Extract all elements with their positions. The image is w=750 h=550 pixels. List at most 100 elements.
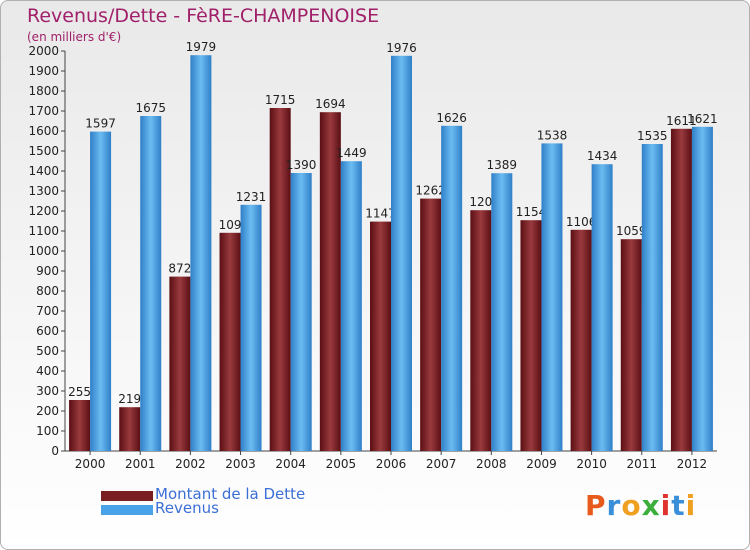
y-tick-label: 1700 — [28, 104, 59, 118]
legend-label-dette: Montant de la Dette — [155, 485, 306, 503]
y-tick-label: 700 — [36, 304, 59, 318]
legend-label-revenus: Revenus — [155, 499, 219, 517]
chart-subtitle: (en milliers d'€) — [27, 30, 122, 44]
x-tick-label: 2008 — [476, 457, 507, 471]
y-tick-label: 1900 — [28, 64, 59, 78]
data-label-dette: 1059 — [616, 224, 647, 238]
y-tick-label: 1200 — [28, 204, 59, 218]
bar-dette — [219, 232, 241, 451]
bar-revenus — [541, 143, 563, 451]
logo-letter: i — [685, 489, 697, 522]
data-label-revenus: 1390 — [286, 158, 317, 172]
data-label-dette: 1154 — [516, 205, 547, 219]
data-label-dette: 109 — [219, 218, 242, 232]
y-tick-label: 0 — [51, 444, 59, 458]
data-label-dette: 255 — [68, 385, 91, 399]
data-label-dette: 1715 — [265, 93, 296, 107]
data-label-revenus: 1535 — [637, 129, 668, 143]
y-tick-label: 2000 — [28, 44, 59, 58]
y-tick-label: 1600 — [28, 124, 59, 138]
bar-revenus — [240, 204, 262, 451]
data-label-dette: 219 — [118, 392, 141, 406]
data-label-revenus: 1979 — [186, 40, 217, 54]
y-tick-label: 1500 — [28, 144, 59, 158]
bar-revenus — [140, 116, 162, 451]
bar-dette — [570, 229, 592, 451]
x-tick-label: 2011 — [626, 457, 657, 471]
data-label-revenus: 1626 — [436, 111, 467, 125]
x-tick-label: 2002 — [175, 457, 206, 471]
x-tick-label: 2000 — [75, 457, 106, 471]
bar-dette — [319, 112, 341, 451]
data-label-revenus: 1597 — [85, 117, 116, 131]
logo-letter: t — [671, 489, 686, 522]
x-tick-label: 2001 — [125, 457, 156, 471]
logo-letter: i — [660, 489, 672, 522]
data-label-dette: 1694 — [315, 97, 346, 111]
bar-revenus — [441, 125, 463, 452]
data-label-dette: 1106 — [566, 215, 597, 229]
bar-revenus — [591, 164, 613, 451]
proxiti-logo: Proxiti — [585, 489, 696, 522]
data-label-dette: 120 — [469, 195, 492, 209]
y-tick-label: 300 — [36, 384, 59, 398]
bar-revenus — [491, 173, 513, 451]
legend-swatch-dette — [101, 491, 153, 501]
logo-letter: P — [585, 489, 607, 522]
y-tick-label: 400 — [36, 364, 59, 378]
data-label-revenus: 1675 — [135, 101, 166, 115]
y-tick-label: 1100 — [28, 224, 59, 238]
data-label-revenus: 1976 — [386, 41, 417, 55]
bar-revenus — [290, 173, 312, 451]
x-tick-label: 2004 — [275, 457, 306, 471]
bar-dette — [169, 276, 191, 451]
bar-dette — [470, 210, 492, 451]
bar-dette — [269, 108, 291, 451]
data-label-revenus: 1621 — [687, 112, 718, 126]
bar-revenus — [90, 131, 112, 451]
x-tick-label: 2005 — [326, 457, 357, 471]
y-tick-label: 500 — [36, 344, 59, 358]
bar-dette — [119, 407, 141, 451]
data-label-dette: 1262 — [415, 184, 446, 198]
bar-dette — [520, 220, 542, 451]
y-tick-label: 1000 — [28, 244, 59, 258]
bar-dette — [670, 128, 692, 452]
data-label-revenus: 1449 — [336, 146, 367, 160]
x-tick-label: 2003 — [225, 457, 256, 471]
x-tick-label: 2012 — [677, 457, 708, 471]
y-tick-label: 1800 — [28, 84, 59, 98]
data-label-revenus: 1389 — [487, 158, 518, 172]
data-label-revenus: 1434 — [587, 149, 618, 163]
legend-swatch-revenus — [101, 505, 153, 515]
bar-revenus — [340, 161, 362, 451]
bar-dette — [69, 400, 91, 451]
bar-revenus — [641, 144, 663, 451]
y-tick-label: 600 — [36, 324, 59, 338]
bar-dette — [420, 198, 442, 451]
x-tick-label: 2007 — [426, 457, 457, 471]
bar-revenus — [691, 126, 713, 452]
logo-letter: o — [621, 489, 642, 522]
logo-letter: r — [606, 489, 622, 522]
x-tick-label: 2006 — [376, 457, 407, 471]
chart-title: Revenus/Dette - FèRE-CHAMPENOISE — [27, 5, 380, 27]
data-label-dette: 1611 — [666, 114, 697, 128]
y-tick-label: 200 — [36, 404, 59, 418]
y-tick-label: 100 — [36, 424, 59, 438]
logo-letter: x — [641, 489, 661, 522]
data-label-dette: 872 — [168, 262, 191, 276]
x-tick-label: 2009 — [526, 457, 557, 471]
data-label-dette: 1147 — [365, 207, 396, 221]
x-tick-label: 2010 — [576, 457, 607, 471]
bar-revenus — [190, 55, 212, 451]
data-label-revenus: 1538 — [537, 128, 568, 142]
y-tick-label: 800 — [36, 284, 59, 298]
bar-dette — [370, 221, 391, 451]
bar-dette — [620, 239, 642, 451]
y-tick-label: 1300 — [28, 184, 59, 198]
y-tick-label: 900 — [36, 264, 59, 278]
y-tick-label: 1400 — [28, 164, 59, 178]
